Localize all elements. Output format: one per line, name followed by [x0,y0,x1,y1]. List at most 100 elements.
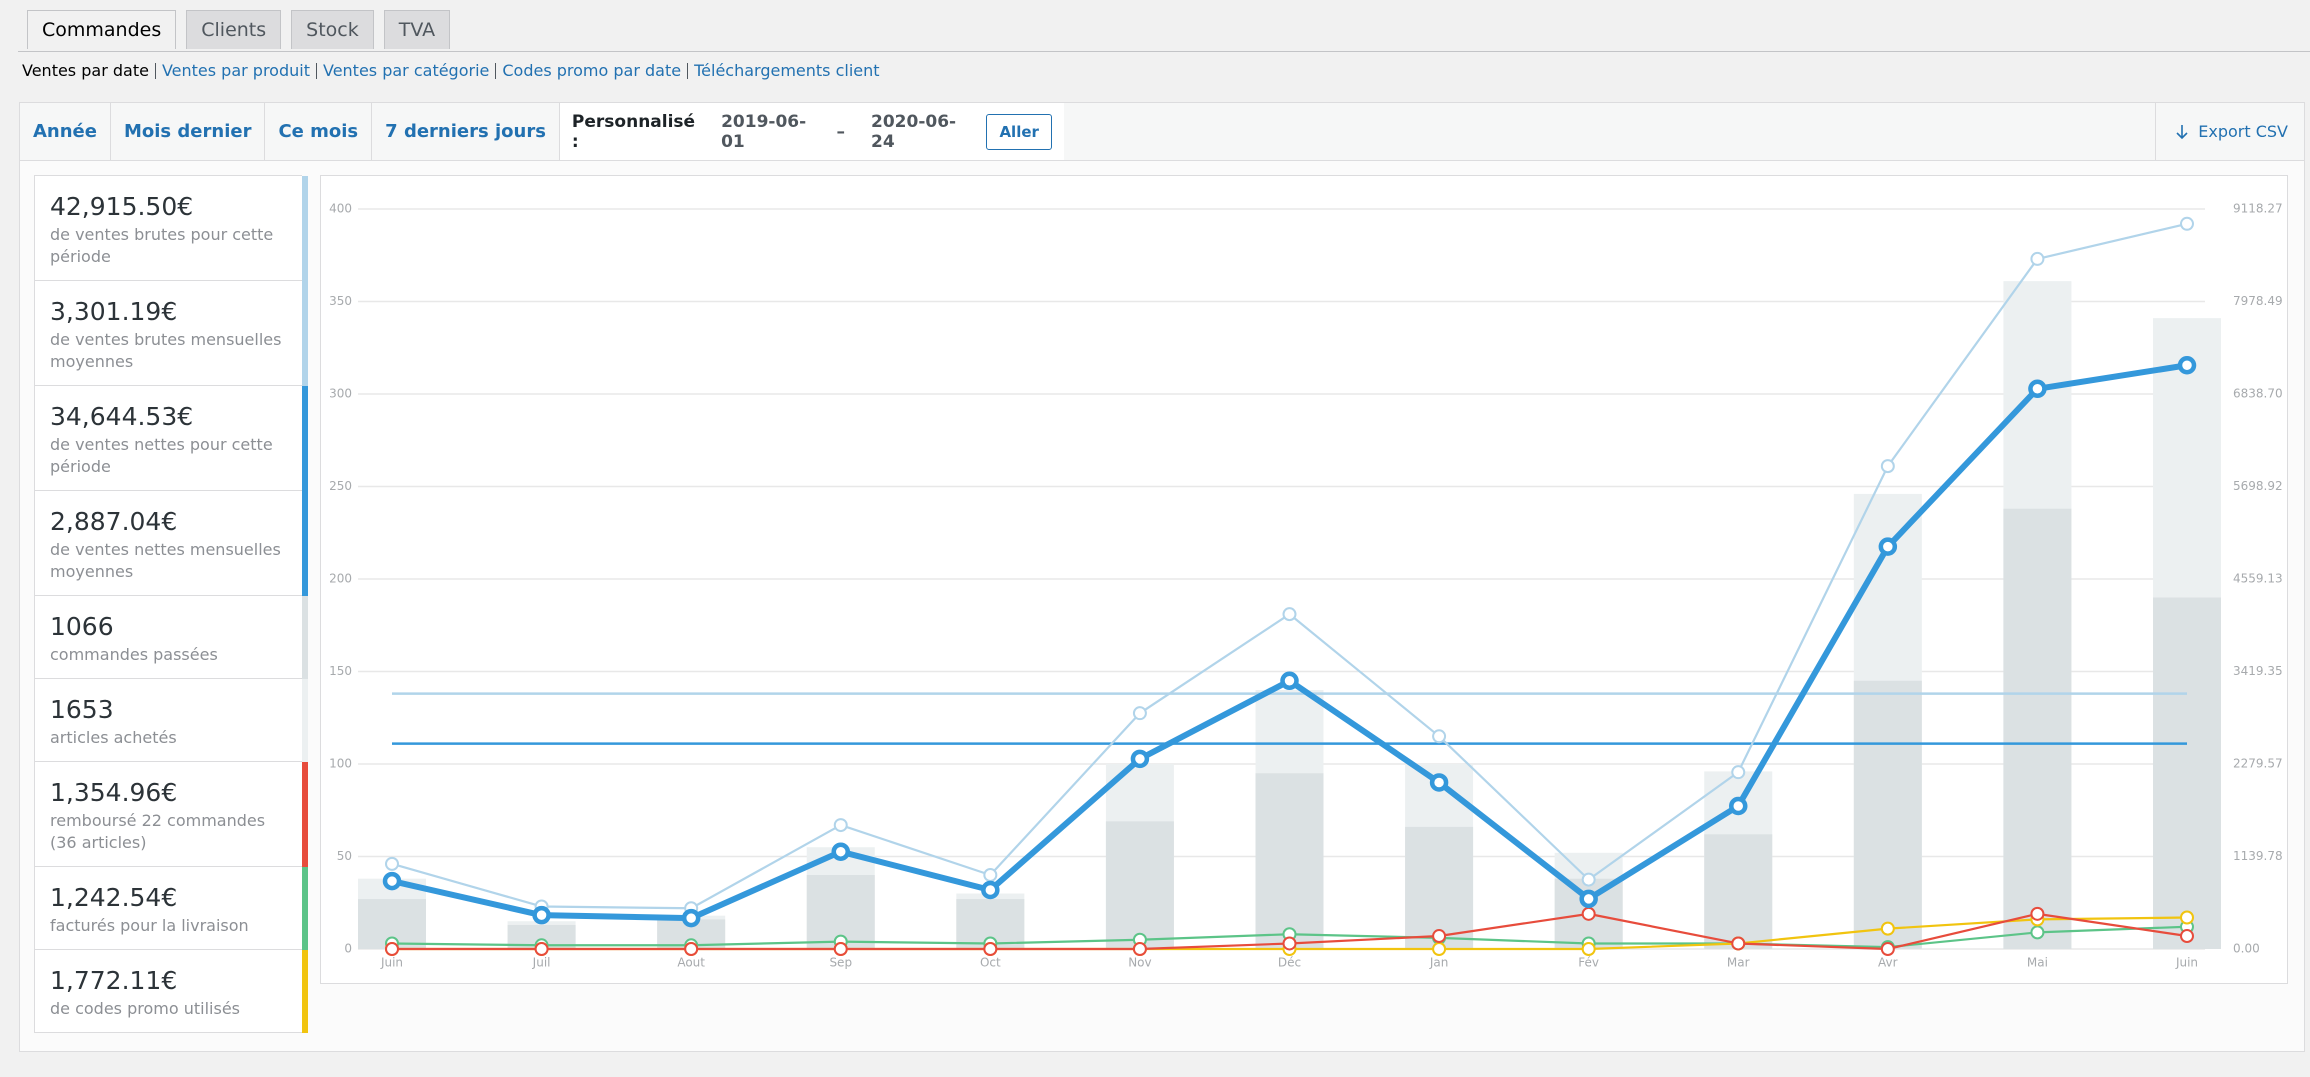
x-tick-label: Nov [1128,956,1151,970]
range-tab[interactable]: Ce mois [265,103,373,160]
x-tick-label: Mar [1727,956,1750,970]
point [1432,929,1447,944]
tab-bar: Commandes Clients Stock TVA [27,10,451,49]
legend-swatch [302,762,308,867]
legend-text: articles achetés [50,728,177,747]
point [385,856,399,871]
point [2180,929,2194,944]
legend-item[interactable]: 42,915.50€ de ventes brutes pour cette pé… [34,176,308,281]
point [684,942,699,956]
x-tick-label: Aout [677,956,705,970]
x-tick-label: Oct [980,956,1001,970]
y-tick-label: 150 [329,664,352,678]
range-tab[interactable]: Mois dernier [111,103,266,160]
legend-swatch [302,950,308,1033]
point [1880,459,1895,474]
tab[interactable]: Commandes [27,10,177,49]
legend-swatch [302,596,308,679]
point [981,880,1000,900]
download-icon [2176,124,2188,139]
x-tick-label: Avr [1878,956,1898,970]
point [1880,921,1895,936]
legend-text: de codes promo utilisés [50,999,240,1018]
legend-swatch [302,679,308,762]
point [2180,910,2194,925]
legend-text: de ventes nettes pour cette période [50,435,273,476]
bar [1105,821,1174,949]
legend-value: 1,772.11€ [50,966,178,995]
point [1280,671,1299,691]
tab[interactable]: Stock [291,10,374,49]
custom-label: Personnalisé : [571,111,696,152]
y-tick-label: 400 [329,202,352,216]
legend-swatch [302,386,308,491]
point [1132,706,1147,721]
x-tick-label: Juil [532,956,551,970]
range-tab[interactable]: 7 derniers jours [372,103,560,160]
y-tick-label: 350 [329,294,352,308]
x-tick-label: Sep [829,956,852,970]
point [833,942,848,956]
point [1731,936,1746,951]
legend-value: 42,915.50€ [50,192,194,221]
start-date[interactable]: 2019-06-01 [721,111,807,152]
sub-nav-link[interactable]: Ventes par produit [154,63,316,79]
range-bar: Année Mois dernier Ce mois 7 derniers jours… [20,103,2304,161]
sub-nav-link[interactable]: Ventes par catégorie [315,63,495,79]
legend-value: 1066 [50,612,114,641]
bar [1405,826,1474,949]
point [1581,942,1596,956]
legend-text: facturés pour la livraison [50,916,249,935]
y2-tick-label: 9118.27 [2233,202,2283,216]
point [681,908,701,928]
export-label[interactable]: Export CSV [2198,122,2288,141]
point [1282,936,1297,951]
y2-tick-label: 2279.57 [2233,756,2283,770]
legend-value: 1653 [50,695,114,724]
legend-item[interactable]: 1,242.54€ facturés pour la livraison [34,867,308,950]
legend-swatch [302,281,308,386]
point [1130,749,1150,769]
sub-nav-link[interactable]: Téléchargements client [687,63,885,79]
legend-text: commandes passées [50,645,218,664]
point [1432,942,1447,956]
y-tick-label: 0 [344,942,352,956]
y2-tick-label: 5698.92 [2233,479,2283,493]
y-tick-label: 300 [329,387,352,401]
legend-item[interactable]: 34,644.53€ de ventes nettes pour cette pé… [34,386,308,491]
legend-value: 2,887.04€ [50,507,178,536]
y2-tick-label: 4559.13 [2233,572,2283,586]
point [534,942,549,956]
legend-swatch [302,867,308,950]
sub-nav-link[interactable]: Codes promo par date [495,63,687,79]
point [2177,355,2197,375]
legend-item[interactable]: 1066 commandes passées [34,596,308,679]
legend-item[interactable]: 3,301.19€ de ventes brutes mensuelles moy… [34,281,308,386]
tab-line [18,51,2310,52]
export-csv[interactable]: Export CSV [2155,103,2304,160]
legend-item[interactable]: 2,887.04€ de ventes nettes mensuelles moy… [34,491,308,596]
sub-nav-link[interactable]: Ventes par date [22,61,149,80]
point [2028,379,2047,399]
point [983,942,998,956]
x-tick-label: Fév [1578,956,1599,970]
point [1878,537,1898,556]
legend-item[interactable]: 1,772.11€ de codes promo utilisés [34,950,308,1033]
legend-item[interactable]: 1,354.96€ remboursé 22 commandes (36 arti… [34,762,308,867]
point [2030,925,2045,940]
point [1579,889,1598,909]
go-button[interactable]: Aller [986,113,1052,150]
tab[interactable]: TVA [383,10,451,49]
tab[interactable]: Clients [186,10,282,49]
point [1132,942,1147,956]
end-date[interactable]: 2020-06-24 [871,111,957,152]
range-tab[interactable]: Année [20,103,111,160]
point [1581,872,1596,887]
legend-value: 3,301.19€ [50,297,178,326]
legend-item[interactable]: 1653 articles achetés [34,679,308,762]
y2-tick-label: 6838.70 [2233,387,2283,401]
legend-value: 1,354.96€ [50,778,178,807]
x-tick-label: Déc [1278,956,1301,970]
